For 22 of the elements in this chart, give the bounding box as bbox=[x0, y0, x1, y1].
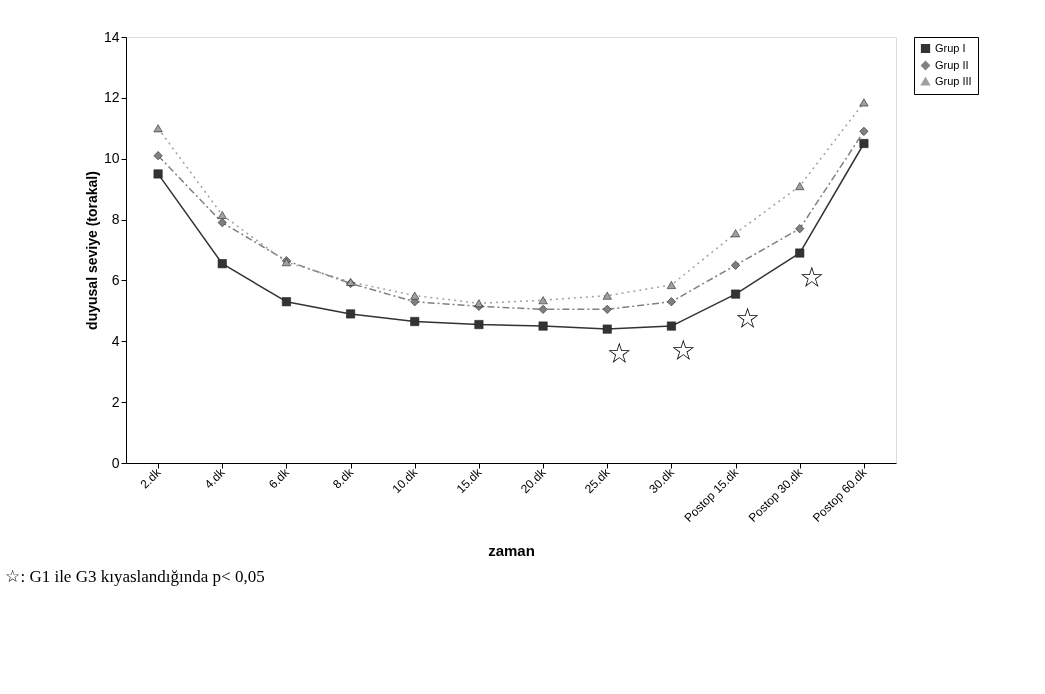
annotation: ☆ bbox=[606, 337, 632, 371]
x-tick-label: 6.dk bbox=[265, 464, 293, 492]
annotation: ☆ bbox=[735, 302, 761, 336]
y-tick-label: 12 bbox=[103, 89, 120, 106]
y-axis-title: duyusal seviye (torakal) bbox=[83, 171, 100, 330]
legend-label: Grup II bbox=[935, 58, 969, 71]
x-tick-label: 4.dk bbox=[201, 464, 229, 492]
x-axis-title: zaman bbox=[488, 542, 535, 560]
annotation: ☆ bbox=[799, 261, 825, 295]
legend-label: Grup I bbox=[935, 41, 966, 54]
y-tick-label: 10 bbox=[103, 150, 120, 167]
y-tick-label: 4 bbox=[111, 332, 120, 349]
y-tick-label: 8 bbox=[111, 211, 120, 228]
annotation: ☆ bbox=[670, 334, 696, 368]
y-tick-label: 2 bbox=[111, 393, 120, 410]
y-tick-label: 0 bbox=[111, 454, 120, 471]
y-tick-label: 6 bbox=[111, 271, 120, 288]
legend-label: Grup III bbox=[935, 74, 972, 87]
x-tick-label: 8.dk bbox=[330, 464, 357, 492]
x-tick-label: 2.dk bbox=[137, 464, 165, 492]
y-tick-label: 14 bbox=[103, 28, 120, 45]
text: ☆: G1 ile G3 kıyaslandığında p< 0,05 bbox=[5, 566, 265, 586]
